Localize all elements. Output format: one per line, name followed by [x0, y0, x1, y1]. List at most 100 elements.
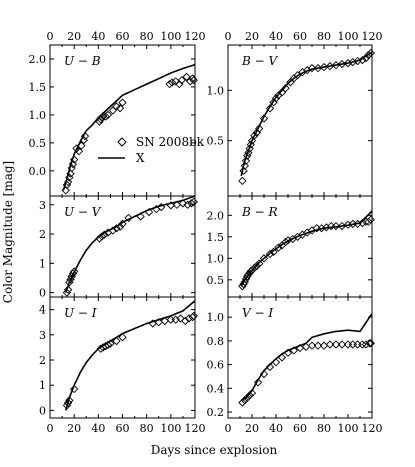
- x-tick-label: 100: [338, 422, 359, 435]
- data-point: [322, 223, 331, 232]
- panel-label: U − B: [64, 54, 101, 68]
- data-point: [247, 136, 257, 145]
- data-point: [353, 219, 362, 229]
- data-point: [63, 177, 73, 187]
- data-point: [112, 336, 121, 346]
- data-point: [281, 237, 290, 247]
- x-tick-label: 60: [293, 422, 307, 435]
- y-tick-label: 2.0: [207, 209, 225, 222]
- data-point: [108, 106, 117, 115]
- data-point: [353, 340, 362, 349]
- y-tick-label: 0: [39, 404, 46, 417]
- data-point: [65, 396, 74, 405]
- data-point: [277, 353, 287, 362]
- y-tick-label: 1.0: [29, 109, 47, 122]
- data-point: [250, 263, 259, 272]
- x-tick-label: 120: [185, 422, 206, 435]
- data-point: [63, 285, 73, 294]
- data-point: [348, 340, 357, 349]
- x-tick-label: 100: [338, 30, 359, 43]
- data-point: [313, 341, 323, 350]
- data-point: [171, 315, 180, 324]
- x-tick-label: 0: [47, 30, 54, 43]
- x-tick-label: 40: [269, 422, 283, 435]
- data-point: [255, 124, 264, 133]
- data-point: [103, 110, 113, 120]
- panel-label: B − V: [241, 54, 279, 68]
- x-tick-label: 20: [245, 422, 259, 435]
- data-point: [95, 117, 104, 126]
- x-tick-label: 120: [362, 422, 383, 435]
- data-point: [343, 58, 353, 68]
- data-point: [366, 339, 375, 348]
- y-tick-label: 0.5: [207, 274, 225, 287]
- data-point: [66, 169, 75, 178]
- data-point: [252, 128, 261, 137]
- model-line: [240, 210, 373, 287]
- data-point: [348, 57, 357, 67]
- data-point: [358, 340, 367, 349]
- data-point: [189, 76, 198, 85]
- data-point: [307, 64, 317, 73]
- data-point: [253, 378, 263, 387]
- data-point: [283, 348, 293, 357]
- data-point: [115, 104, 125, 113]
- data-point: [269, 98, 278, 107]
- data-point: [112, 224, 121, 233]
- x-tick-label: 80: [140, 30, 154, 43]
- data-point: [265, 362, 275, 372]
- data-point: [247, 388, 257, 398]
- panel-label: B − R: [241, 205, 278, 219]
- data-point: [240, 161, 249, 170]
- data-point: [238, 282, 247, 291]
- data-point: [175, 80, 184, 89]
- data-point: [108, 226, 117, 235]
- data-point: [269, 247, 278, 257]
- data-point: [68, 269, 78, 278]
- y-tick-label: 4: [39, 304, 46, 317]
- data-point: [331, 221, 341, 231]
- y-tick-label: 1.0: [207, 252, 225, 265]
- data-point: [265, 104, 275, 113]
- data-point: [353, 56, 362, 66]
- data-point: [177, 76, 186, 85]
- data-point: [241, 156, 251, 165]
- panel-b-v: 0 20 40 60 80 100 120 0.5 1.0 B − V: [207, 30, 383, 197]
- x-tick-label: 100: [160, 30, 181, 43]
- y-tick-label: 1: [39, 379, 46, 392]
- x-tick-label: 120: [185, 30, 206, 43]
- y-tick-label: 1.5: [207, 231, 225, 244]
- data-point: [259, 114, 269, 123]
- data-point: [187, 199, 196, 208]
- data-point: [241, 274, 251, 284]
- data-point: [274, 243, 283, 252]
- data-point: [327, 221, 336, 231]
- y-tick-label: 1.5: [29, 81, 47, 94]
- data-point: [337, 340, 347, 349]
- model-line: [240, 313, 373, 401]
- data-point: [74, 147, 84, 156]
- y-tick-label: 0: [39, 287, 46, 300]
- y-tick-label: 0.0: [29, 165, 47, 178]
- data-point: [157, 202, 166, 212]
- data-point: [325, 340, 335, 349]
- legend: SN 2008bk X: [98, 135, 205, 165]
- data-point: [189, 311, 198, 321]
- x-tick-label: 60: [293, 30, 307, 43]
- x-axis-title: Days since explosion: [151, 443, 278, 457]
- data-point: [124, 213, 133, 223]
- data-point: [331, 340, 341, 349]
- data-point: [62, 401, 72, 410]
- x-tick-label: 60: [116, 422, 130, 435]
- data-point: [181, 316, 190, 326]
- data-point: [255, 259, 264, 268]
- data-point: [97, 232, 107, 241]
- data-point: [239, 279, 248, 289]
- data-point: [118, 333, 127, 342]
- legend-data-label: SN 2008bk: [136, 135, 205, 149]
- data-point: [166, 315, 175, 324]
- data-point: [265, 249, 275, 259]
- data-point: [77, 141, 86, 150]
